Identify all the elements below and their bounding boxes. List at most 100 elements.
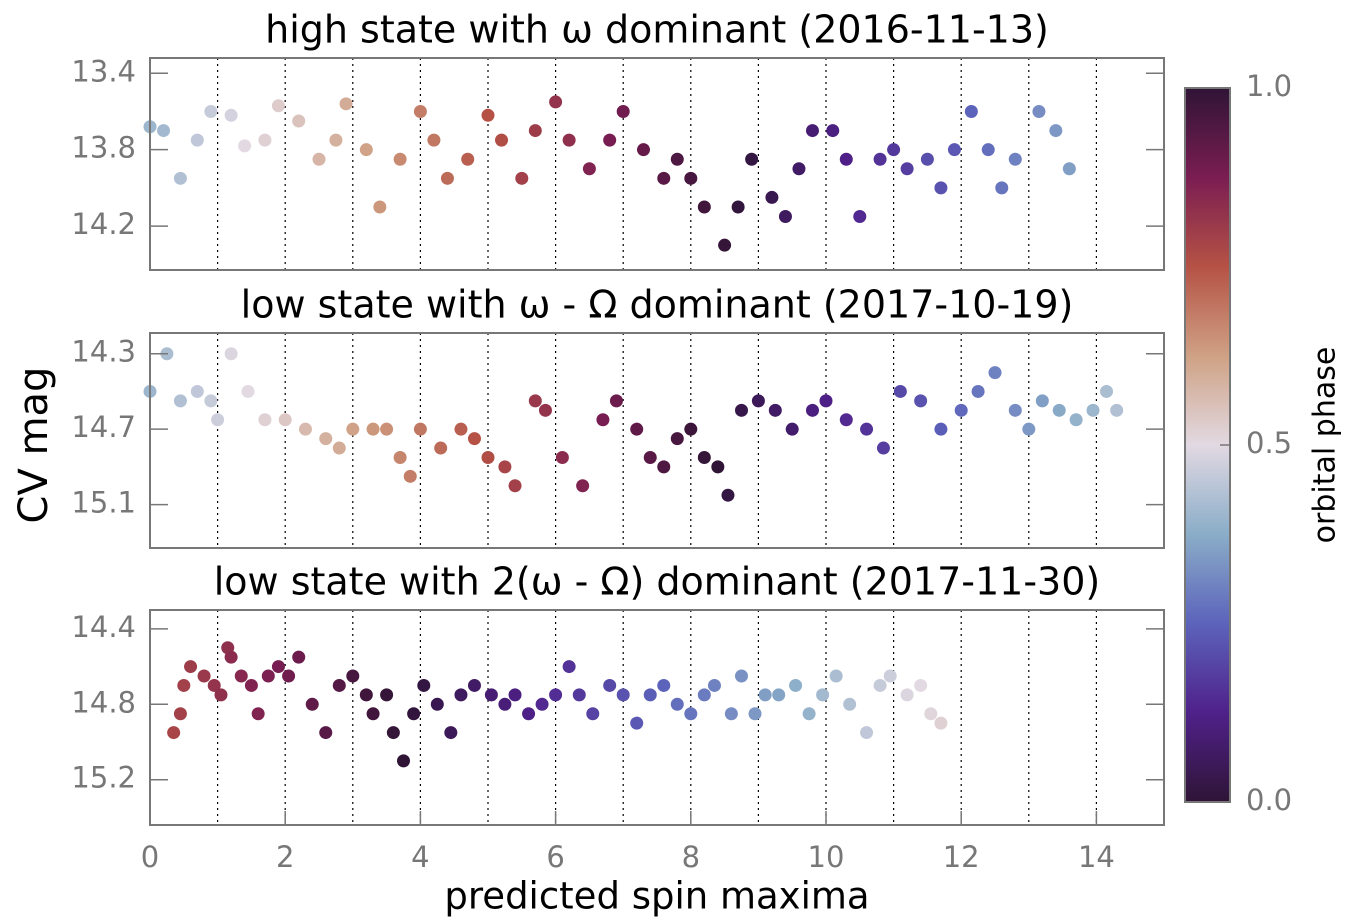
y-tick-label: 14.2 — [71, 207, 136, 241]
data-point — [332, 441, 346, 455]
data-point — [549, 95, 563, 109]
data-point — [609, 394, 623, 408]
data-point — [403, 469, 417, 483]
data-point — [397, 754, 410, 768]
data-point — [190, 133, 204, 147]
data-point — [278, 413, 292, 427]
data-point — [707, 678, 721, 692]
scatter-points — [167, 641, 948, 768]
data-point — [454, 688, 468, 702]
data-point — [214, 688, 228, 702]
data-point — [366, 422, 380, 436]
data-point — [386, 726, 400, 740]
y-tick-label: 14.4 — [71, 610, 136, 644]
data-point — [735, 403, 748, 417]
y-tick-label: 13.8 — [71, 131, 136, 165]
data-point — [407, 707, 421, 721]
data-point — [657, 171, 671, 185]
y-tick-label: 14.7 — [71, 410, 136, 444]
panel-frame — [149, 609, 1165, 826]
data-point — [467, 432, 481, 446]
y-tick-label: 14.3 — [71, 335, 136, 369]
data-point — [636, 143, 650, 157]
panel-frame — [149, 57, 1165, 271]
data-point — [515, 171, 529, 185]
data-point — [829, 669, 843, 683]
panel-title: high state with ω dominant (2016-11-13) — [265, 8, 1049, 52]
data-point — [495, 133, 509, 147]
data-point — [1069, 413, 1083, 427]
panel-title: low state with 2(ω - Ω) dominant (2017-1… — [214, 560, 1101, 604]
data-point — [430, 697, 444, 711]
data-point — [173, 171, 187, 185]
data-point — [393, 450, 407, 464]
panel-title: low state with ω - Ω dominant (2017-10-1… — [241, 283, 1074, 327]
data-point — [751, 394, 765, 408]
data-point — [332, 678, 346, 692]
data-point — [481, 108, 495, 122]
data-point — [947, 143, 961, 157]
data-point — [981, 143, 995, 157]
data-point — [657, 460, 671, 474]
data-point — [184, 660, 198, 674]
data-point — [596, 413, 610, 427]
data-point — [1022, 422, 1036, 436]
data-point — [887, 143, 901, 157]
data-point — [582, 162, 596, 176]
data-point — [562, 660, 576, 674]
data-point — [177, 678, 191, 692]
data-point — [224, 347, 238, 361]
data-point — [244, 678, 258, 692]
data-point — [1062, 162, 1076, 176]
data-point — [157, 124, 171, 138]
data-point — [190, 384, 204, 398]
data-point — [1052, 403, 1066, 417]
data-point — [312, 152, 326, 166]
data-point — [765, 190, 779, 204]
data-point — [724, 707, 738, 721]
scatter-points — [143, 347, 1124, 502]
y-tick-label: 15.1 — [71, 486, 136, 520]
y-tick-label: 13.4 — [71, 54, 136, 88]
data-point — [484, 688, 498, 702]
data-point — [697, 450, 711, 464]
data-point — [758, 688, 772, 702]
data-point — [528, 394, 542, 408]
x-tick-label: 10 — [808, 840, 845, 874]
x-tick-label: 14 — [1078, 840, 1115, 874]
data-point — [538, 403, 552, 417]
data-point — [173, 394, 187, 408]
data-point — [670, 697, 684, 711]
data-point — [467, 678, 481, 692]
data-point — [271, 99, 285, 113]
data-point — [292, 114, 306, 128]
data-point — [792, 162, 806, 176]
data-point — [1008, 403, 1022, 417]
y-tick-label: 15.2 — [71, 761, 136, 795]
data-point — [413, 422, 427, 436]
data-point — [643, 450, 657, 464]
y-axis-label: CV mag — [11, 367, 57, 524]
data-point — [914, 394, 928, 408]
data-point — [873, 678, 887, 692]
data-point — [346, 669, 360, 683]
data-point — [238, 139, 252, 153]
data-point — [805, 403, 819, 417]
data-point — [873, 152, 887, 166]
data-point — [393, 152, 407, 166]
data-point — [893, 384, 907, 398]
data-point — [785, 422, 799, 436]
y-tick-label: 14.8 — [71, 685, 136, 719]
data-point — [839, 152, 853, 166]
data-point — [461, 152, 475, 166]
data-point — [772, 688, 786, 702]
data-point — [498, 460, 512, 474]
data-point — [843, 697, 857, 711]
data-point — [234, 669, 248, 683]
data-point — [934, 422, 948, 436]
data-point — [684, 707, 698, 721]
data-point — [1049, 124, 1063, 138]
data-point — [778, 210, 792, 224]
data-point — [258, 413, 272, 427]
